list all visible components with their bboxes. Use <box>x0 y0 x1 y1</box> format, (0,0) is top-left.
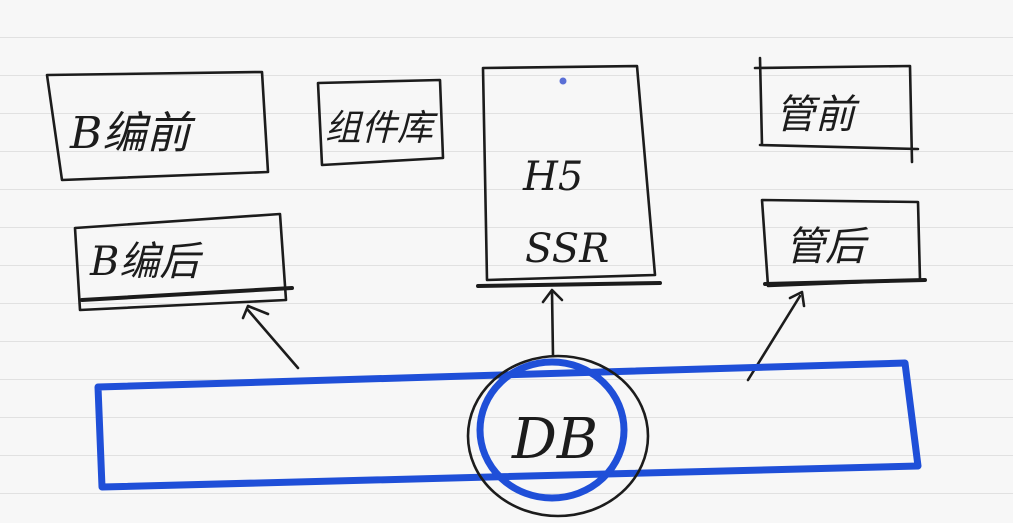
db-circle-highlight <box>476 358 628 502</box>
box-admin-back: 管后 <box>760 198 927 288</box>
box-db: DB <box>94 354 922 518</box>
label-db: DB <box>511 407 598 472</box>
box-h5-ssr: H5 SSR <box>476 64 662 288</box>
arrow-db-to-b-edit-back <box>241 304 300 370</box>
base-line-h5 <box>476 281 662 288</box>
box-b-edit-back: B编后 <box>73 212 294 312</box>
label-b-edit-back: B编后 <box>89 239 203 285</box>
label-admin-front: 管前 <box>775 92 860 138</box>
label-component-lib: 组件库 <box>325 108 438 149</box>
db-circle-ink <box>466 354 650 518</box>
label-admin-back: 管后 <box>785 224 869 270</box>
box-admin-front: 管前 <box>753 56 920 164</box>
label-h5: H5 <box>522 154 583 200</box>
base-line-admin <box>763 278 927 286</box>
label-ssr: SSR <box>525 226 609 272</box>
box-b-edit-front: B编前 <box>45 70 270 182</box>
box-component-lib: 组件库 <box>316 78 445 167</box>
arrow-db-to-h5-ssr <box>541 288 564 358</box>
base-line-b-edit <box>80 286 294 302</box>
pointer-dot <box>559 77 567 85</box>
label-b-edit-front: B编前 <box>69 108 196 159</box>
